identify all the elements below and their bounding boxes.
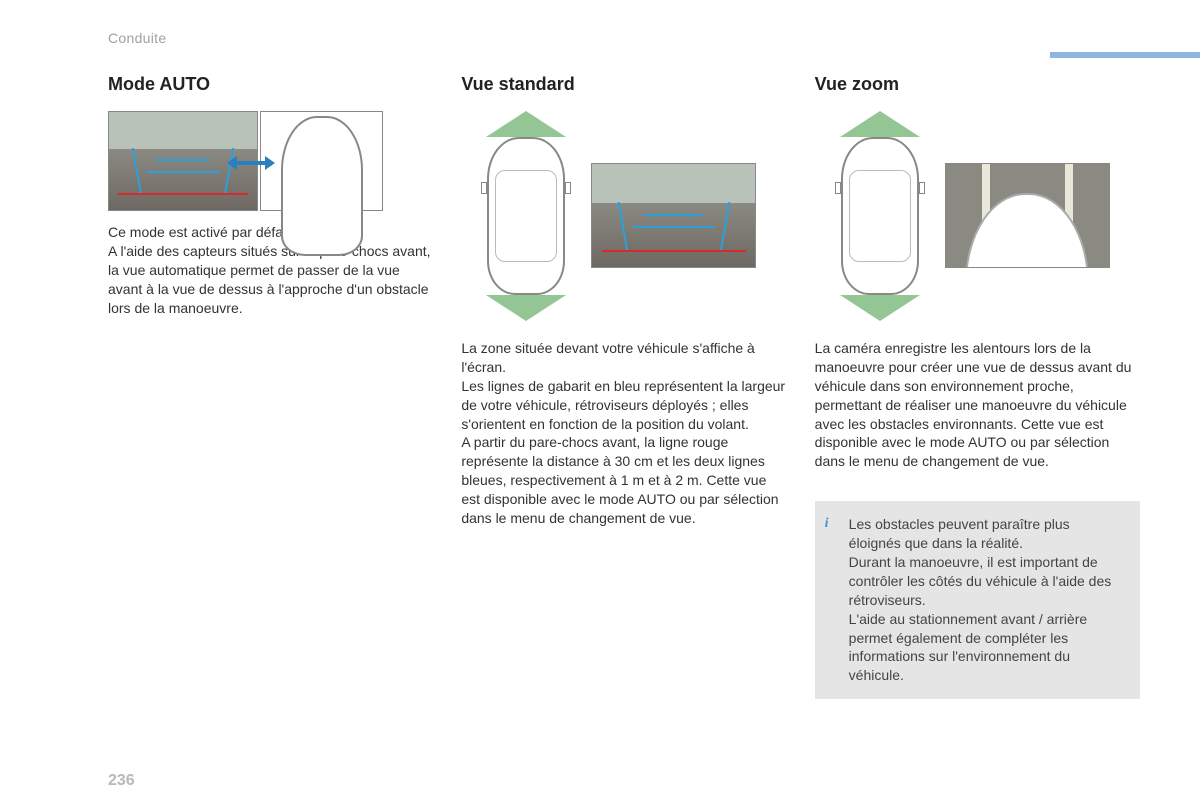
heading-zoom: Vue zoom [815,74,1140,95]
illustration-auto [108,111,433,211]
page-number: 236 [108,772,135,790]
camera-view-zoom [945,163,1110,268]
arrow-icon [227,156,275,170]
camera-view-standard [591,163,756,268]
heading-auto: Mode AUTO [108,74,433,95]
text-zoom: La caméra enregistre les alentours lors … [815,339,1140,471]
column-standard: Vue standard La zone située devant votre… [461,74,786,699]
info-icon: i [825,515,839,529]
column-auto: Mode AUTO Ce mode est activé par défaut.… [108,74,433,699]
camera-cone-top-icon [840,111,920,137]
car-topview-standard [471,111,581,321]
info-text: Les obstacles peuvent paraître plus éloi… [849,515,1124,685]
camera-cone-bottom-icon [486,295,566,321]
car-sketch-auto [260,111,383,211]
text-auto: Ce mode est activé par défaut. A l'aide … [108,223,433,317]
illustration-zoom [815,111,1140,321]
camera-cone-top-icon [486,111,566,137]
column-zoom: Vue zoom La caméra enregistre les alento… [815,74,1140,699]
heading-standard: Vue standard [461,74,786,95]
content-columns: Mode AUTO Ce mode est activé par défaut.… [108,74,1140,699]
illustration-standard [461,111,786,321]
camera-cone-bottom-icon [840,295,920,321]
text-standard: La zone située devant votre véhicule s'a… [461,339,786,528]
car-topview-zoom [825,111,935,321]
accent-bar [1050,52,1200,58]
section-label: Conduite [108,30,1140,46]
info-box: i Les obstacles peuvent paraître plus él… [815,501,1140,699]
